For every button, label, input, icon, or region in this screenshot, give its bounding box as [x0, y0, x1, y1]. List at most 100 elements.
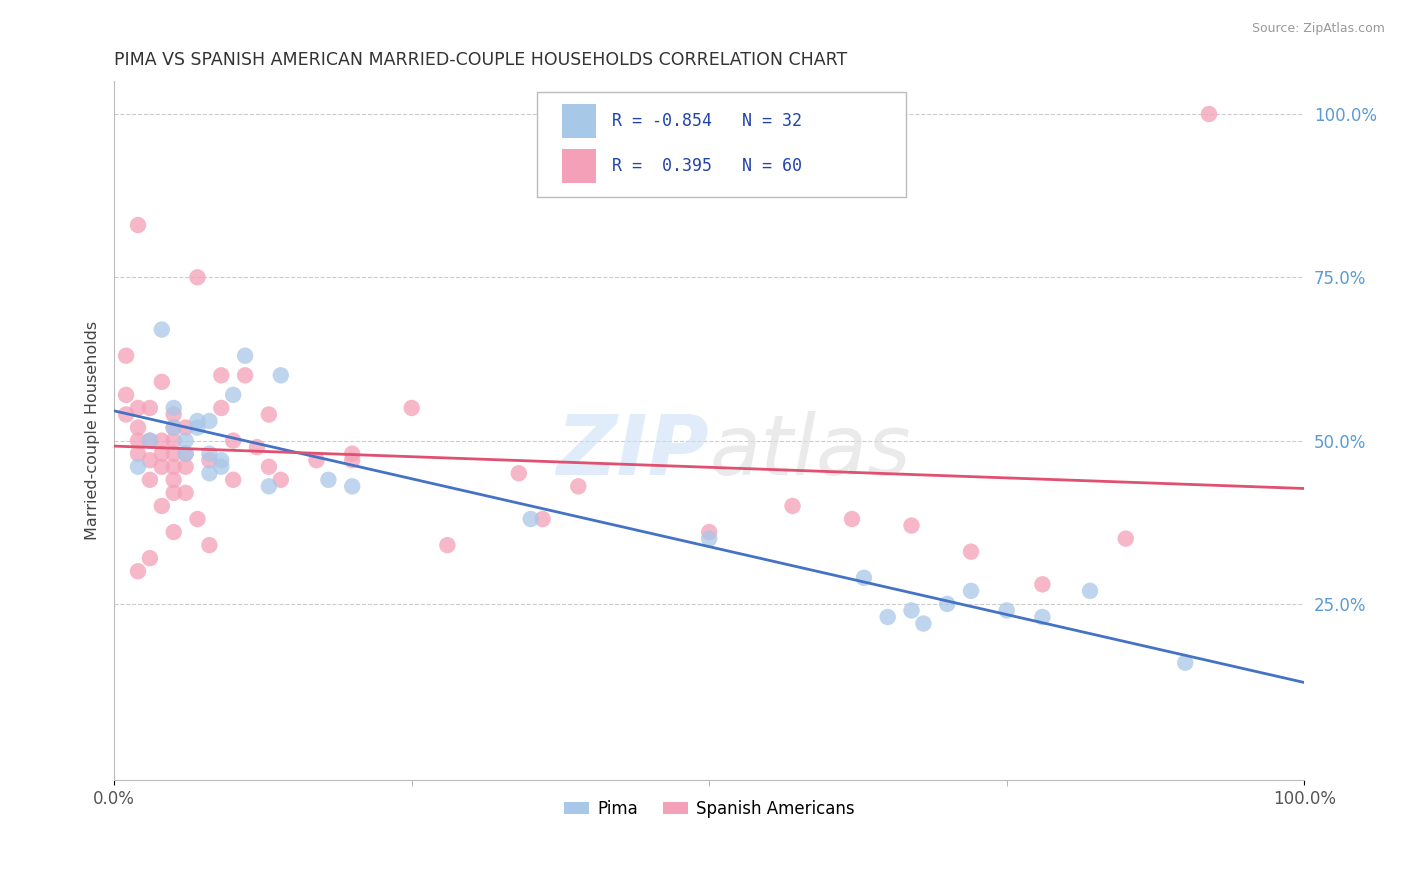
Point	[198, 447, 221, 461]
Point	[163, 420, 186, 434]
Point	[186, 512, 208, 526]
Point	[1115, 532, 1137, 546]
Point	[139, 473, 162, 487]
Point	[174, 420, 197, 434]
Point	[209, 453, 232, 467]
Point	[150, 322, 173, 336]
Point	[960, 544, 983, 558]
Point	[270, 368, 292, 383]
FancyBboxPatch shape	[561, 149, 596, 183]
Point	[318, 473, 340, 487]
Point	[198, 467, 221, 481]
Point	[127, 564, 149, 578]
Point	[340, 453, 363, 467]
Point	[246, 440, 269, 454]
Point	[1078, 583, 1101, 598]
Point	[233, 349, 256, 363]
Point	[163, 408, 186, 422]
Point	[139, 434, 162, 448]
Point	[936, 597, 959, 611]
Text: Source: ZipAtlas.com: Source: ZipAtlas.com	[1251, 22, 1385, 36]
Point	[186, 414, 208, 428]
Point	[163, 420, 186, 434]
Point	[222, 434, 245, 448]
Point	[115, 408, 138, 422]
Y-axis label: Married-couple Households: Married-couple Households	[86, 321, 100, 541]
Text: R = -0.854   N = 32: R = -0.854 N = 32	[612, 112, 801, 129]
Point	[697, 532, 720, 546]
Text: PIMA VS SPANISH AMERICAN MARRIED-COUPLE HOUSEHOLDS CORRELATION CHART: PIMA VS SPANISH AMERICAN MARRIED-COUPLE …	[114, 51, 848, 69]
Point	[198, 453, 221, 467]
Point	[115, 349, 138, 363]
Point	[186, 420, 208, 434]
Point	[139, 434, 162, 448]
Point	[127, 401, 149, 415]
Point	[163, 486, 186, 500]
Point	[163, 524, 186, 539]
Point	[270, 473, 292, 487]
Point	[150, 434, 173, 448]
Point	[127, 447, 149, 461]
Point	[127, 420, 149, 434]
Point	[912, 616, 935, 631]
Point	[257, 408, 280, 422]
Point	[1174, 656, 1197, 670]
Point	[174, 459, 197, 474]
Point	[198, 414, 221, 428]
Point	[174, 447, 197, 461]
Point	[209, 459, 232, 474]
Point	[1031, 610, 1053, 624]
Point	[1198, 107, 1220, 121]
Point	[115, 388, 138, 402]
Point	[782, 499, 804, 513]
Point	[567, 479, 589, 493]
FancyBboxPatch shape	[537, 92, 905, 196]
Point	[401, 401, 423, 415]
Point	[163, 401, 186, 415]
Point	[127, 434, 149, 448]
Point	[127, 459, 149, 474]
Point	[150, 459, 173, 474]
Point	[150, 499, 173, 513]
Point	[174, 434, 197, 448]
Point	[1031, 577, 1053, 591]
Point	[163, 473, 186, 487]
Text: ZIP: ZIP	[557, 411, 709, 492]
Point	[508, 467, 530, 481]
Point	[163, 434, 186, 448]
Text: R =  0.395   N = 60: R = 0.395 N = 60	[612, 157, 801, 175]
Point	[139, 401, 162, 415]
Point	[876, 610, 898, 624]
Point	[209, 368, 232, 383]
Point	[198, 538, 221, 552]
Point	[900, 518, 922, 533]
Point	[531, 512, 554, 526]
Point	[163, 447, 186, 461]
Point	[257, 459, 280, 474]
Point	[150, 447, 173, 461]
Point	[222, 473, 245, 487]
Point	[340, 447, 363, 461]
Point	[163, 459, 186, 474]
Point	[174, 447, 197, 461]
Point	[436, 538, 458, 552]
Legend: Pima, Spanish Americans: Pima, Spanish Americans	[557, 793, 862, 824]
Point	[257, 479, 280, 493]
Point	[174, 486, 197, 500]
Point	[150, 375, 173, 389]
FancyBboxPatch shape	[561, 103, 596, 138]
Point	[222, 388, 245, 402]
Text: atlas: atlas	[709, 411, 911, 492]
Point	[852, 571, 875, 585]
Point	[139, 551, 162, 566]
Point	[186, 270, 208, 285]
Point	[127, 218, 149, 232]
Point	[519, 512, 541, 526]
Point	[995, 603, 1018, 617]
Point	[960, 583, 983, 598]
Point	[340, 479, 363, 493]
Point	[900, 603, 922, 617]
Point	[841, 512, 863, 526]
Point	[209, 401, 232, 415]
Point	[697, 524, 720, 539]
